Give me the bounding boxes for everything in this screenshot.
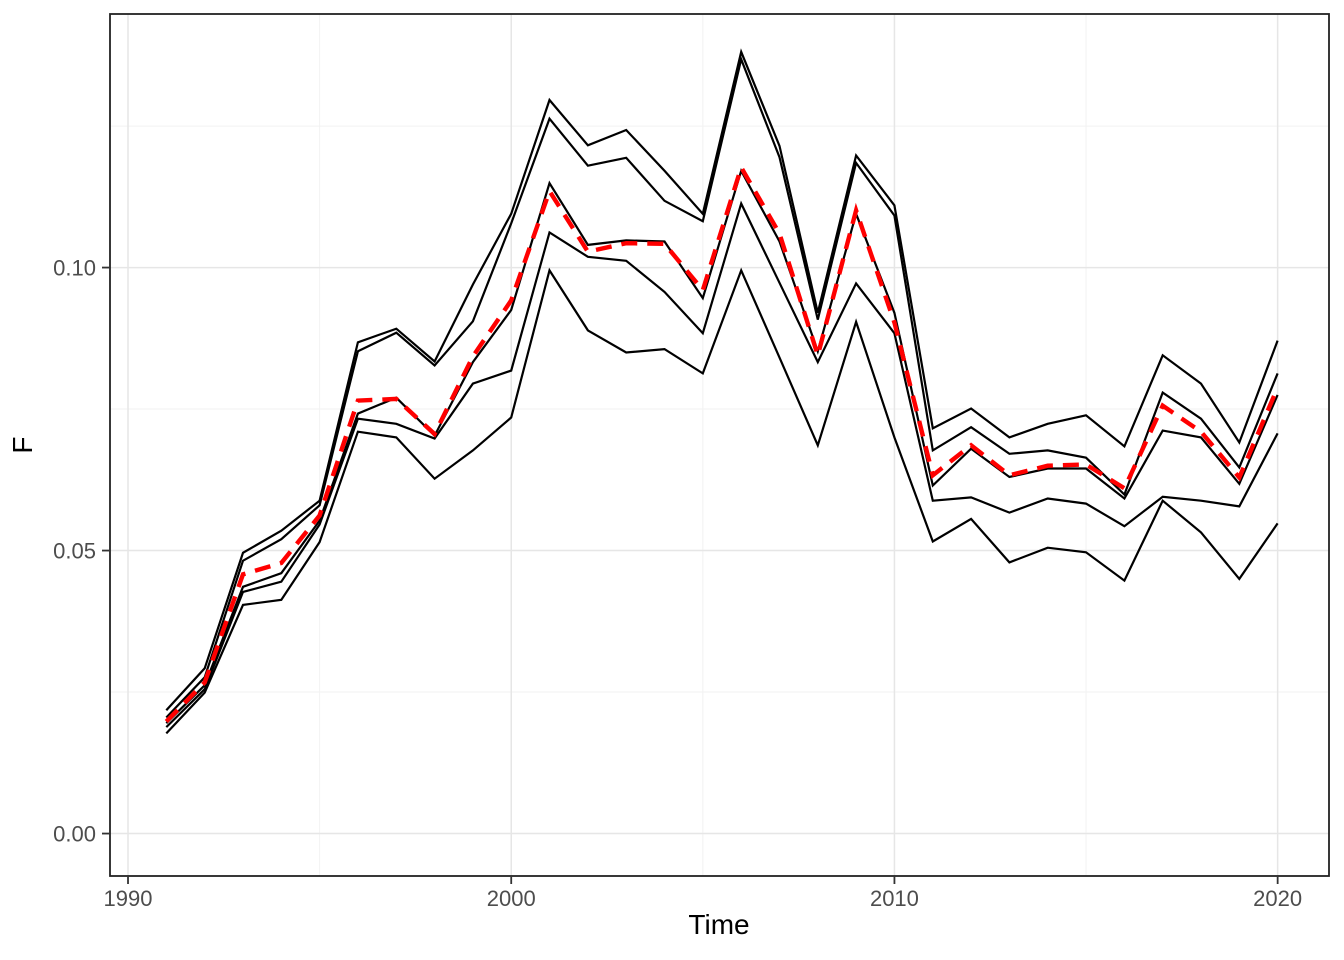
axis-ticks: [102, 266, 1279, 884]
series-black-line-4: [165, 200, 1279, 728]
series-black-line-2: [165, 55, 1279, 719]
gridlines-minor: [110, 14, 1329, 876]
gridlines-major: [110, 14, 1329, 876]
y-tick-label: 0.00: [53, 822, 96, 847]
series-black-line-5-lower: [165, 267, 1279, 735]
x-axis-title: Time: [688, 909, 749, 940]
y-tick-label: 0.05: [53, 539, 96, 564]
y-tick-label: 0.10: [53, 256, 96, 281]
y-axis-title: F: [7, 436, 38, 453]
x-tick-label: 2000: [487, 886, 536, 911]
data-series: [164, 48, 1280, 735]
x-tick-label: 2010: [870, 886, 919, 911]
x-tick-label: 1990: [104, 886, 153, 911]
y-tick-labels: 0.00 0.05 0.10: [53, 256, 96, 847]
x-tick-label: 2020: [1253, 886, 1302, 911]
series-red-dashed-central-line: [164, 161, 1280, 724]
x-tick-labels: 1990 2000 2010 2020: [104, 886, 1303, 911]
panel-border: [109, 13, 1330, 877]
series-black-line-1-upper: [165, 48, 1279, 711]
